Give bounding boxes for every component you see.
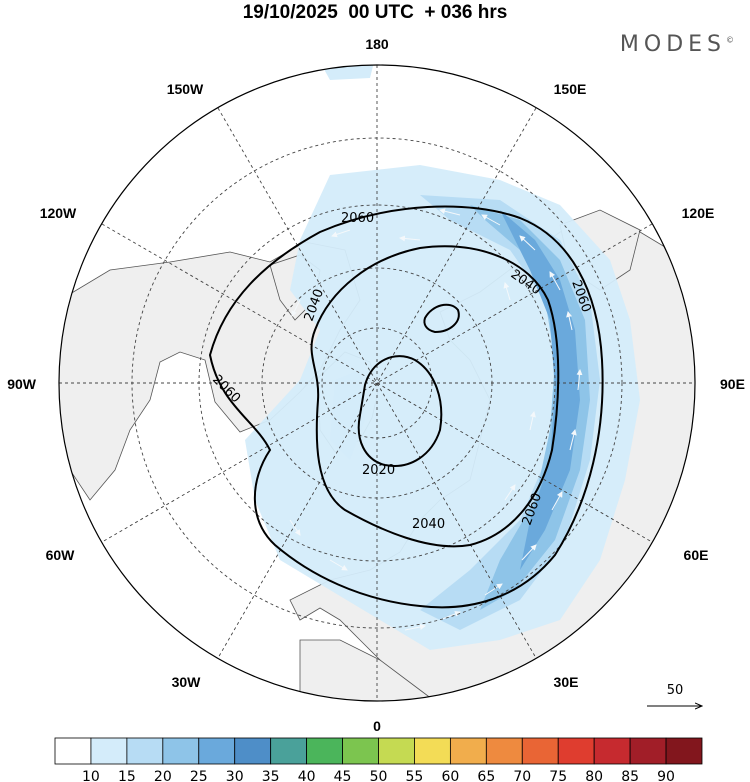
- lon-label-0: 0: [373, 718, 381, 734]
- meridians: [59, 65, 695, 701]
- lon-label-30w: 30W: [172, 674, 202, 690]
- brand-name: MODES: [619, 32, 726, 57]
- colorbar-tick-label: 20: [154, 769, 172, 782]
- colorbar-swatch: [593, 737, 631, 765]
- meridian-150e-30w: [217, 107, 537, 659]
- small-wind-patch: [320, 65, 375, 80]
- lon-label-150w: 150W: [167, 81, 204, 97]
- wind-vector: [529, 411, 536, 431]
- wind-vector: [291, 299, 301, 317]
- contour-low-centre: [423, 303, 460, 334]
- lon-label-60w: 60W: [46, 547, 76, 563]
- wind-vector: [549, 271, 561, 291]
- north-america-land: [59, 241, 361, 501]
- copyright-mark: ©: [726, 35, 734, 45]
- contour-2020: [357, 355, 443, 467]
- colorbar-tick-label: 80: [585, 769, 603, 782]
- map-content: 2060 2040 2060 2040 2060 2060 2020 2040 …: [59, 65, 695, 701]
- contour-2040: [310, 245, 560, 548]
- lon-label-60e: 60E: [684, 547, 709, 563]
- meridian-150w-30e: [217, 107, 537, 659]
- colorbar-tick-label: 85: [621, 769, 639, 782]
- colorbar-swatch: [629, 737, 667, 765]
- lon-label-90w: 90W: [7, 376, 37, 392]
- wind-vector: [289, 519, 301, 536]
- colorbar-swatch: [270, 737, 308, 765]
- jet-band-30: [500, 210, 580, 570]
- colorbar-swatch: [449, 737, 487, 765]
- wind-vector: [551, 491, 563, 511]
- colorbar-tick-label: 50: [370, 769, 388, 782]
- colorbar-tick-label: 45: [334, 769, 352, 782]
- wind-vector: [504, 484, 516, 501]
- colorbar-swatch: [306, 737, 343, 765]
- colorbar-swatch: [342, 737, 379, 765]
- meridian-120e-60w: [101, 223, 653, 543]
- colorbar-tick-label: 25: [190, 769, 208, 782]
- colorbar-tick-label: 35: [262, 769, 280, 782]
- colorbar-tick-label: 55: [406, 769, 424, 782]
- reference-vector-label: 50: [667, 683, 684, 698]
- lon-label-150e: 150E: [554, 81, 587, 97]
- colorbar: 10 15 20 25 30 35 40 45 50 55 60 65 70 75 80 85 90: [54, 737, 703, 782]
- brand-logo: MODES©: [620, 32, 734, 57]
- lon-label-120w: 120W: [40, 205, 77, 221]
- lon-label-30e: 30E: [554, 674, 579, 690]
- contour-label: 2040: [412, 517, 445, 532]
- colorbar-tick-label: 75: [549, 769, 567, 782]
- contour-label: 2060: [341, 211, 374, 226]
- colorbar-swatch: [521, 737, 559, 765]
- colorbar-tick-label: 40: [298, 769, 316, 782]
- colorbar-tick-label: 60: [441, 769, 459, 782]
- africa-land: [299, 639, 442, 701]
- longitude-labels: 180 150E 120E 90E 60E 30E 0 30W 60W 90W …: [7, 36, 745, 734]
- wind-vector: [521, 544, 537, 561]
- wind-vector: [404, 624, 426, 631]
- wind-vector: [576, 369, 583, 391]
- colorbar-tick-label: 10: [82, 769, 100, 782]
- lon-label-180: 180: [365, 36, 389, 52]
- colorbar-swatch: [162, 737, 200, 765]
- colorbar-swatch: [54, 737, 92, 765]
- wind-vector: [399, 235, 421, 242]
- colorbar-swatch: [414, 737, 451, 765]
- contour-label: 2020: [362, 463, 395, 478]
- map-border: [58, 64, 696, 702]
- colorbar-swatch: [665, 737, 703, 765]
- colorbar-tick-label: 70: [513, 769, 531, 782]
- colorbar-swatch: [198, 737, 236, 765]
- wind-vector: [519, 235, 536, 251]
- colorbar-swatch: [378, 737, 415, 765]
- colorbar-tick-label: 90: [657, 769, 675, 782]
- wind-vectors: [289, 208, 583, 631]
- colorbar-swatch: [90, 737, 128, 765]
- wind-vector: [331, 229, 351, 238]
- wind-vector: [503, 282, 511, 301]
- lon-label-90e: 90E: [720, 376, 745, 392]
- wind-vector: [439, 208, 461, 216]
- colorbar-swatch: [485, 737, 523, 765]
- wind-vector: [481, 214, 501, 226]
- colorbar-swatch: [557, 737, 595, 765]
- wind-vector: [484, 583, 503, 596]
- colorbar-tick-label: 30: [226, 769, 244, 782]
- colorbar-swatch: [126, 737, 164, 765]
- colorbar-tick-label: 65: [477, 769, 495, 782]
- wind-vector: [569, 429, 577, 451]
- meridian-120w-60e: [101, 223, 653, 543]
- chart-title: 19/10/2025 00 UTC + 036 hrs: [242, 2, 508, 23]
- wind-reference: 50: [647, 683, 702, 706]
- height-contours: [208, 205, 604, 609]
- wind-vector: [566, 311, 573, 331]
- colorbar-swatch: [234, 737, 272, 765]
- wind-vector: [439, 611, 461, 621]
- colorbar-tick-label: 15: [118, 769, 136, 782]
- lon-label-120e: 120E: [682, 205, 715, 221]
- arctic-wind-patch: [330, 370, 365, 460]
- contour-2060: [208, 205, 604, 609]
- wind-vector: [329, 559, 348, 571]
